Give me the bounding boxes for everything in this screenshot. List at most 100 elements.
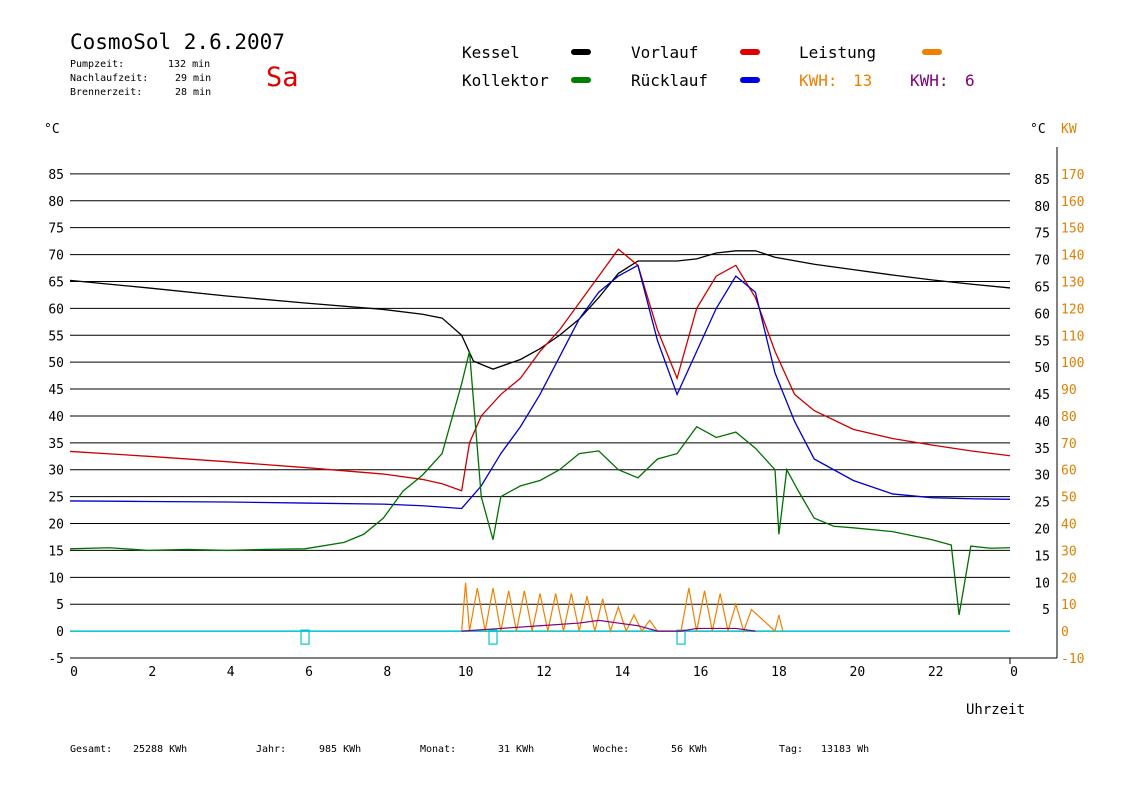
y-right-power-tick-label: 150 <box>1061 222 1084 237</box>
stat-brennerzeit-value: 28 min <box>175 87 212 98</box>
x-axis-label: Uhrzeit <box>966 702 1025 718</box>
y-right-power-tick-label: 130 <box>1061 275 1084 290</box>
y-right-power-tick-label: 160 <box>1061 195 1084 210</box>
y-left-tick-label: 85 <box>48 168 64 183</box>
y-right-power-tick-label: 100 <box>1061 356 1084 371</box>
y-left-tick-label: 5 <box>56 598 64 613</box>
y-left-unit-label: °C <box>44 122 60 137</box>
status-dip <box>676 629 686 645</box>
y-right-temp-tick-label: 70 <box>1034 254 1050 269</box>
y-right-temp-tick-label: 50 <box>1034 361 1050 376</box>
footer-monat-value: 31 KWh <box>498 744 535 755</box>
y-left-tick-label: 65 <box>48 275 64 290</box>
series-vorlauf <box>69 248 1011 492</box>
y-left-tick-label: 25 <box>48 491 64 506</box>
y-right-temp-unit-label: °C <box>1030 122 1046 137</box>
footer-jahr-label: Jahr: <box>256 744 287 755</box>
y-right-power-tick-label: 140 <box>1061 249 1084 264</box>
y-left-tick-label: 10 <box>48 571 64 586</box>
y-left-tick-label: 50 <box>48 356 64 371</box>
y-right-temp-tick-label: 45 <box>1034 388 1050 403</box>
legend-kollektor-swatch <box>571 77 591 83</box>
legend-vorlauf-swatch <box>740 49 760 55</box>
stat-nachlaufzeit-label: Nachlaufzeit: <box>70 73 149 84</box>
x-tick-label: 8 <box>383 665 391 680</box>
status-dip <box>488 629 498 645</box>
footer-tag-value: 13183 Wh <box>821 744 870 755</box>
y-right-power-tick-label: 20 <box>1061 571 1077 586</box>
y-right-power-tick-label: 80 <box>1061 410 1077 425</box>
y-left-tick-label: -5 <box>48 652 64 667</box>
y-left-tick-label: 20 <box>48 518 64 533</box>
legend-kwh-orange-label: KWH: <box>799 71 838 90</box>
y-right-temp-tick-label: 5 <box>1042 603 1050 618</box>
footer-monat-label: Monat: <box>420 744 457 755</box>
footer-jahr-value: 985 KWh <box>319 744 362 755</box>
grid-lines <box>70 173 1010 632</box>
axes <box>70 147 1058 664</box>
x-tick-label: 0 <box>1010 665 1018 680</box>
y-right-power-unit-label: KW <box>1061 122 1077 137</box>
y-right-power-tick-label: 10 <box>1061 598 1077 613</box>
series-lines <box>69 248 1011 645</box>
y-right-power-tick-label: -10 <box>1061 652 1084 667</box>
x-tick-label: 2 <box>148 665 156 680</box>
y-right-temp-tick-label: 55 <box>1034 334 1050 349</box>
x-tick-label: 14 <box>615 665 631 680</box>
legend-ruecklauf-label: Rücklauf <box>631 71 709 90</box>
legend-kessel-swatch <box>571 49 591 55</box>
series-kollektor <box>69 351 1011 616</box>
y-right-temp-tick-label: 75 <box>1034 227 1050 242</box>
y-right-temp-tick-label: 85 <box>1034 173 1050 188</box>
legend-kwh-purple-value: 6 <box>965 71 975 90</box>
y-right-power-tick-label: 30 <box>1061 544 1077 559</box>
y-right-temp-tick-label: 15 <box>1034 549 1050 564</box>
y-left-tick-label: 0 <box>56 625 64 640</box>
legend-vorlauf-label: Vorlauf <box>631 43 699 62</box>
y-right-temp-tick-label: 40 <box>1034 415 1050 430</box>
y-left-tick-label: 55 <box>48 329 64 344</box>
y-left-tick-label: 70 <box>48 249 64 264</box>
tick-labels: 8580757065605550454035302520151050-58580… <box>48 168 1084 680</box>
legend-kollektor-label: Kollektor <box>462 71 549 90</box>
legend-leistung-label: Leistung <box>799 43 877 62</box>
footer-woche-value: 56 KWh <box>671 744 708 755</box>
footer-gesamt-label: Gesamt: <box>70 744 113 755</box>
y-right-temp-tick-label: 25 <box>1034 496 1050 511</box>
y-right-power-tick-label: 70 <box>1061 437 1077 452</box>
stat-brennerzeit-label: Brennerzeit: <box>70 87 143 98</box>
x-tick-label: 20 <box>850 665 866 680</box>
legend-kessel-label: Kessel <box>462 43 520 62</box>
y-left-tick-label: 75 <box>48 222 64 237</box>
y-left-tick-label: 80 <box>48 195 64 210</box>
y-right-power-tick-label: 50 <box>1061 491 1077 506</box>
x-tick-label: 12 <box>536 665 552 680</box>
y-right-temp-tick-label: 10 <box>1034 576 1050 591</box>
y-right-temp-tick-label: 35 <box>1034 442 1050 457</box>
x-tick-label: 4 <box>227 665 235 680</box>
power-series-purple <box>461 619 756 632</box>
y-right-power-tick-label: 60 <box>1061 464 1077 479</box>
legend-leistung-swatch <box>922 49 942 55</box>
x-tick-label: 10 <box>458 665 474 680</box>
y-right-temp-tick-label: 60 <box>1034 307 1050 322</box>
y-left-tick-label: 30 <box>48 464 64 479</box>
x-tick-label: 0 <box>70 665 78 680</box>
x-tick-label: 18 <box>771 665 787 680</box>
y-right-temp-tick-label: 80 <box>1034 200 1050 215</box>
power-series-orange <box>461 582 784 634</box>
legend-ruecklauf-swatch <box>740 77 760 83</box>
stat-nachlaufzeit-value: 29 min <box>175 73 212 84</box>
y-right-power-tick-label: 120 <box>1061 302 1084 317</box>
y-right-power-tick-label: 0 <box>1061 625 1069 640</box>
y-right-power-tick-label: 110 <box>1061 329 1084 344</box>
y-left-tick-label: 15 <box>48 544 64 559</box>
footer-gesamt-value: 25288 KWh <box>133 744 188 755</box>
y-right-temp-tick-label: 30 <box>1034 469 1050 484</box>
axis-labels: °C °C KW Uhrzeit <box>44 122 1077 718</box>
footer-woche-label: Woche: <box>593 744 630 755</box>
y-right-temp-tick-label: 20 <box>1034 523 1050 538</box>
y-right-temp-tick-label: 65 <box>1034 280 1050 295</box>
legend-kwh-purple-label: KWH: <box>910 71 949 90</box>
